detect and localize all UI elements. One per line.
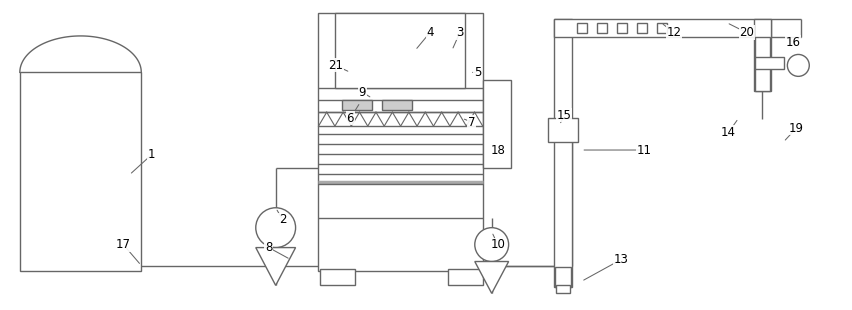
Text: 8: 8 bbox=[265, 241, 272, 254]
Polygon shape bbox=[256, 248, 296, 286]
Circle shape bbox=[475, 228, 508, 262]
Text: 16: 16 bbox=[785, 36, 800, 49]
Text: 10: 10 bbox=[490, 238, 504, 251]
Bar bbox=[556, 286, 570, 293]
Circle shape bbox=[256, 208, 296, 248]
Polygon shape bbox=[475, 262, 508, 293]
Circle shape bbox=[786, 55, 809, 76]
Text: 20: 20 bbox=[738, 26, 753, 39]
Text: 2: 2 bbox=[279, 213, 286, 226]
Bar bbox=[596, 23, 607, 33]
Bar bbox=[555, 268, 571, 287]
Text: 13: 13 bbox=[613, 253, 628, 266]
Bar bbox=[554, 19, 572, 287]
Bar bbox=[754, 37, 769, 91]
Bar bbox=[636, 23, 647, 33]
Bar bbox=[20, 72, 141, 272]
Text: 12: 12 bbox=[665, 26, 681, 39]
Bar bbox=[554, 19, 770, 37]
Text: 18: 18 bbox=[490, 144, 504, 157]
Text: 14: 14 bbox=[720, 126, 735, 139]
Bar bbox=[548, 118, 578, 142]
Bar bbox=[320, 269, 355, 286]
Text: 11: 11 bbox=[636, 144, 651, 157]
Text: 6: 6 bbox=[346, 112, 354, 125]
Text: 1: 1 bbox=[147, 148, 155, 162]
Bar bbox=[752, 19, 770, 91]
Text: 17: 17 bbox=[116, 238, 130, 251]
Bar bbox=[754, 57, 784, 69]
Text: 15: 15 bbox=[556, 109, 571, 122]
Text: 21: 21 bbox=[327, 59, 343, 72]
Text: 5: 5 bbox=[474, 66, 481, 79]
Bar bbox=[447, 269, 482, 286]
Bar bbox=[335, 13, 464, 88]
Bar bbox=[318, 13, 482, 272]
Bar bbox=[656, 23, 666, 33]
Text: 19: 19 bbox=[788, 122, 803, 135]
Text: 4: 4 bbox=[426, 26, 433, 39]
Text: 7: 7 bbox=[468, 116, 475, 129]
Bar bbox=[616, 23, 626, 33]
Bar bbox=[342, 100, 371, 110]
Bar bbox=[577, 23, 586, 33]
Bar bbox=[482, 80, 510, 168]
Bar bbox=[382, 100, 412, 110]
Text: 3: 3 bbox=[456, 26, 463, 39]
Text: 9: 9 bbox=[358, 86, 366, 99]
